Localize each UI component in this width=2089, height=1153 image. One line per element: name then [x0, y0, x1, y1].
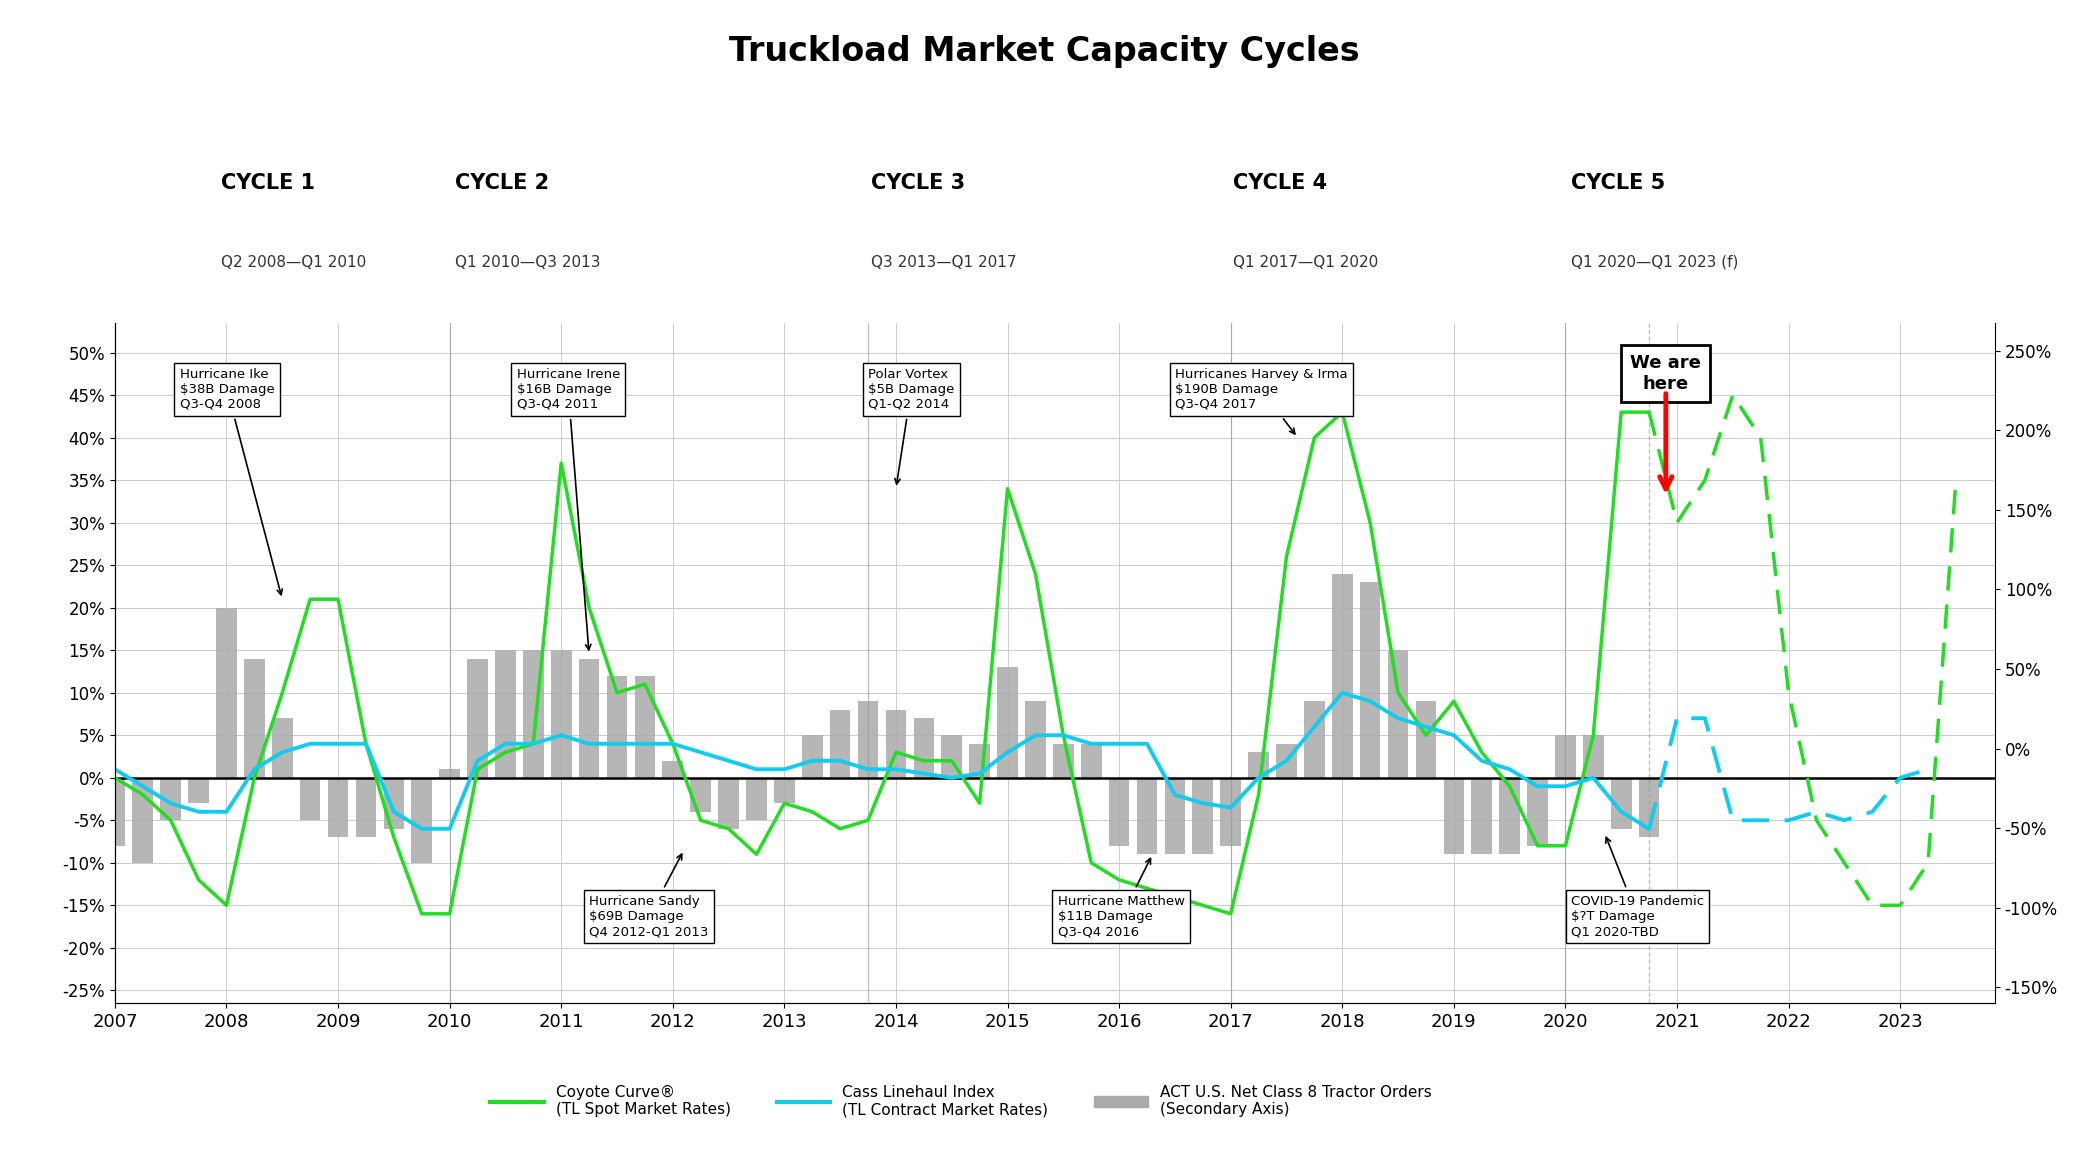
Text: Polar Vortex
$5B Damage
Q1-Q2 2014: Polar Vortex $5B Damage Q1-Q2 2014 — [869, 368, 955, 484]
Bar — [495, 650, 516, 778]
Bar — [1387, 650, 1408, 778]
Bar — [1220, 778, 1241, 846]
Bar — [1333, 574, 1352, 778]
Bar — [1638, 778, 1659, 837]
Text: Q1 2017—Q1 2020: Q1 2017—Q1 2020 — [1233, 255, 1379, 270]
Bar — [161, 778, 182, 820]
Bar — [775, 778, 794, 804]
Bar — [689, 778, 710, 812]
Bar — [522, 650, 543, 778]
Bar — [1443, 778, 1464, 854]
Bar — [1471, 778, 1492, 854]
Text: Hurricane Irene
$16B Damage
Q3-Q4 2011: Hurricane Irene $16B Damage Q3-Q4 2011 — [516, 368, 620, 650]
Bar — [1500, 778, 1521, 854]
Text: Hurricane Sandy
$69B Damage
Q4 2012-Q1 2013: Hurricane Sandy $69B Damage Q4 2012-Q1 2… — [589, 854, 708, 939]
Bar — [439, 769, 460, 778]
Bar — [1276, 744, 1297, 778]
Bar — [468, 658, 489, 778]
Text: CYCLE 2: CYCLE 2 — [455, 173, 549, 194]
Bar — [719, 778, 740, 829]
Text: We are
here: We are here — [1629, 354, 1700, 393]
Bar — [996, 668, 1017, 778]
Text: Q1 2020—Q1 2023 (f): Q1 2020—Q1 2023 (f) — [1571, 255, 1738, 270]
Bar — [1360, 582, 1381, 778]
Text: CYCLE 5: CYCLE 5 — [1571, 173, 1665, 194]
Bar — [328, 778, 349, 837]
Bar — [802, 736, 823, 778]
Bar — [215, 608, 236, 778]
Bar — [1136, 778, 1157, 854]
Legend: Coyote Curve®
(TL Spot Market Rates), Cass Linehaul Index
(TL Contract Market Ra: Coyote Curve® (TL Spot Market Rates), Ca… — [485, 1079, 1437, 1123]
Bar — [551, 650, 572, 778]
Bar — [635, 676, 656, 778]
Bar — [1164, 778, 1184, 854]
Bar — [132, 778, 152, 862]
Text: Q1 2010—Q3 2013: Q1 2010—Q3 2013 — [455, 255, 602, 270]
Bar — [1109, 778, 1130, 846]
Bar — [1193, 778, 1214, 854]
Bar — [1527, 778, 1548, 846]
Text: CYCLE 1: CYCLE 1 — [221, 173, 315, 194]
Bar — [1304, 701, 1324, 778]
Bar — [1080, 744, 1101, 778]
Bar — [244, 658, 265, 778]
Bar — [412, 778, 432, 862]
Bar — [1611, 778, 1632, 829]
Bar — [1249, 752, 1268, 778]
Bar — [913, 718, 934, 778]
Bar — [384, 778, 403, 829]
Bar — [188, 778, 209, 804]
Text: Q2 2008—Q1 2010: Q2 2008—Q1 2010 — [221, 255, 366, 270]
Bar — [829, 710, 850, 778]
Bar — [1554, 736, 1575, 778]
Bar — [969, 744, 990, 778]
Bar — [662, 761, 683, 778]
Text: Q3 2013—Q1 2017: Q3 2013—Q1 2017 — [871, 255, 1017, 270]
Text: Hurricane Matthew
$11B Damage
Q3-Q4 2016: Hurricane Matthew $11B Damage Q3-Q4 2016 — [1057, 859, 1184, 939]
Text: Hurricane Ike
$38B Damage
Q3-Q4 2008: Hurricane Ike $38B Damage Q3-Q4 2008 — [180, 368, 282, 595]
Text: CYCLE 3: CYCLE 3 — [871, 173, 965, 194]
Text: Hurricanes Harvey & Irma
$190B Damage
Q3-Q4 2017: Hurricanes Harvey & Irma $190B Damage Q3… — [1174, 368, 1347, 434]
Bar — [606, 676, 627, 778]
Bar — [746, 778, 767, 820]
Bar — [1583, 736, 1604, 778]
Bar — [579, 658, 600, 778]
Bar — [1416, 701, 1437, 778]
Bar — [355, 778, 376, 837]
Bar — [859, 701, 877, 778]
Bar — [942, 736, 963, 778]
Text: CYCLE 4: CYCLE 4 — [1233, 173, 1327, 194]
Text: COVID-19 Pandemic
$?T Damage
Q1 2020-TBD: COVID-19 Pandemic $?T Damage Q1 2020-TBD — [1571, 837, 1705, 939]
Bar — [886, 710, 907, 778]
Bar — [1026, 701, 1047, 778]
Bar — [1053, 744, 1074, 778]
Text: Truckload Market Capacity Cycles: Truckload Market Capacity Cycles — [729, 35, 1360, 68]
Bar — [301, 778, 320, 820]
Bar — [272, 718, 292, 778]
Bar — [104, 778, 125, 846]
